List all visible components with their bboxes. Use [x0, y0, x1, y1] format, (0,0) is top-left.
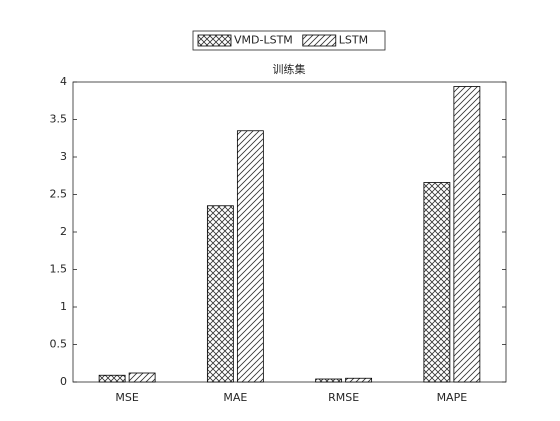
y-tick-label: 2: [60, 225, 67, 238]
bar: [236, 130, 264, 383]
y-tick-label: 3: [60, 150, 67, 163]
legend-swatch: [302, 34, 337, 47]
bar: [128, 372, 156, 383]
x-tick-label: MSE: [115, 391, 138, 404]
legend-box: [192, 30, 386, 51]
legend-label: VMD-LSTM: [234, 34, 293, 47]
y-tick-label: 1: [60, 300, 67, 313]
y-tick-label: 3.5: [50, 113, 68, 126]
x-tick-label: RMSE: [328, 391, 359, 404]
x-tick-label: MAE: [223, 391, 247, 404]
y-tick-label: 2.5: [50, 188, 68, 201]
bar: [206, 205, 234, 383]
bar: [423, 182, 451, 383]
y-tick-label: 0: [60, 375, 67, 388]
bar: [98, 374, 126, 383]
y-tick-label: 4: [60, 75, 67, 88]
y-tick-label: 1.5: [50, 263, 68, 276]
y-tick-label: 0.5: [50, 338, 68, 351]
chart-title: 训练集: [273, 62, 306, 76]
x-tick-label: MAPE: [437, 391, 468, 404]
bar: [315, 378, 343, 383]
legend-label: LSTM: [339, 34, 368, 47]
bar: [345, 377, 373, 383]
legend-swatch: [197, 34, 232, 47]
bar: [453, 86, 481, 383]
